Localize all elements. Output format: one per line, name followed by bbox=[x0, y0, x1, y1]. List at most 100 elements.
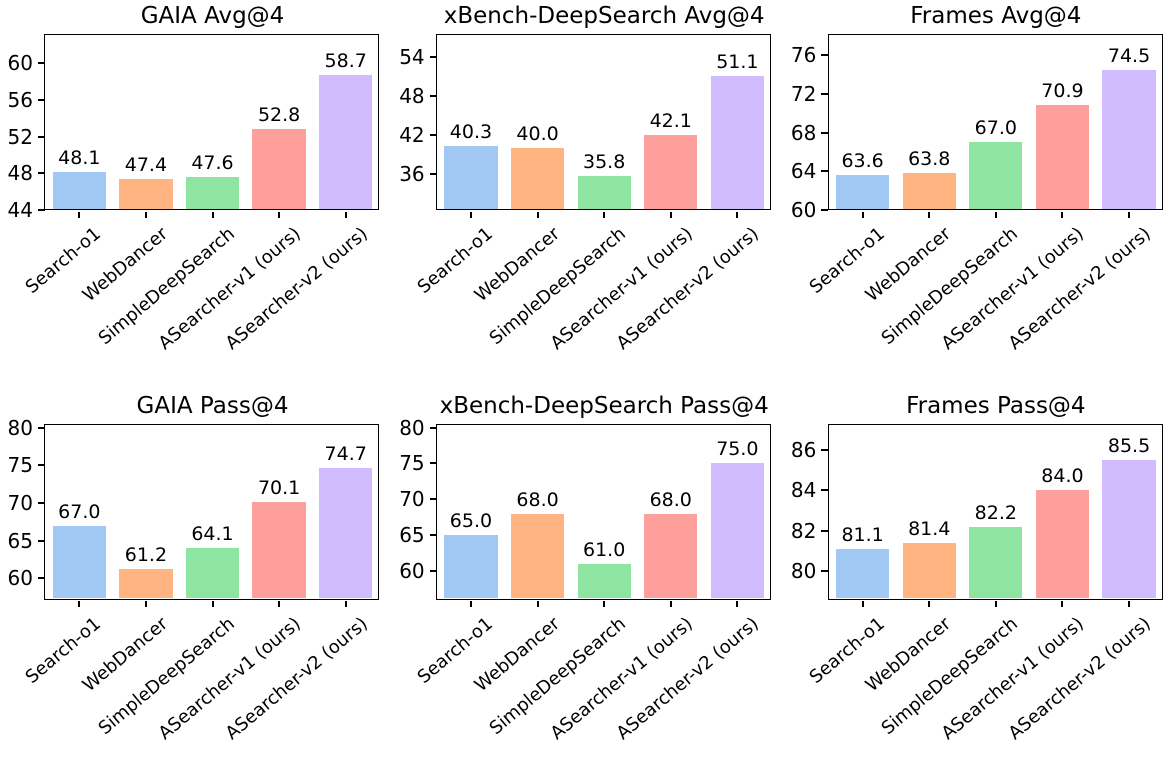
bar-asearcher-v1-ours bbox=[1035, 490, 1090, 599]
bar-value-label: 65.0 bbox=[449, 510, 493, 533]
bar-simpledeepsearch bbox=[577, 175, 631, 209]
x-tick-mark bbox=[928, 211, 931, 218]
y-tick-mark bbox=[38, 577, 45, 580]
x-tick-mark bbox=[1061, 211, 1064, 218]
y-tick-label: 80 bbox=[790, 559, 817, 584]
bar-value-label: 47.6 bbox=[191, 152, 234, 175]
bar-value-label: 70.9 bbox=[1041, 79, 1084, 102]
bar-webdancer bbox=[510, 148, 565, 209]
y-tick-mark bbox=[821, 489, 829, 492]
x-tick-mark bbox=[144, 601, 147, 607]
y-tick-label: 75 bbox=[7, 453, 33, 478]
bar-value-label: 40.3 bbox=[449, 121, 493, 144]
x-tick-mark bbox=[344, 211, 347, 218]
bar-asearcher-v2-ours bbox=[1102, 69, 1156, 209]
y-tick-label: 56 bbox=[7, 88, 33, 113]
chart-panel-xbench-deepsearch-avg-4: xBench-DeepSearch Avg@4 36 42 48 54 40.3 Searc… bbox=[392, 0, 783, 389]
y-tick-mark bbox=[429, 173, 437, 176]
x-tick-mark bbox=[211, 601, 214, 607]
bar-value-label: 67.0 bbox=[974, 117, 1017, 140]
y-tick-mark bbox=[429, 462, 437, 465]
y-tick-mark bbox=[38, 464, 45, 467]
y-tick-mark bbox=[821, 529, 829, 532]
y-tick-mark bbox=[38, 172, 45, 175]
x-tick-mark bbox=[278, 211, 281, 218]
x-tick-mark bbox=[469, 601, 472, 607]
y-tick-label: 52 bbox=[7, 124, 33, 149]
x-tick-mark bbox=[994, 601, 997, 607]
y-tick-label: 82 bbox=[790, 518, 817, 543]
y-tick-mark bbox=[38, 426, 45, 429]
y-tick-mark bbox=[38, 99, 45, 102]
y-tick-mark bbox=[821, 131, 829, 134]
bar-search-o1 bbox=[835, 548, 890, 599]
y-tick-mark bbox=[429, 534, 437, 537]
bar-webdancer bbox=[902, 542, 956, 599]
chart-panel-frames-avg-4: Frames Avg@4 60 64 68 72 76 63.6 Search-o1 63.8 W… bbox=[783, 0, 1174, 389]
bar-simpledeepsearch bbox=[969, 526, 1023, 599]
y-tick-label: 65 bbox=[7, 528, 33, 553]
y-tick-mark bbox=[429, 134, 437, 137]
bar-value-label: 84.0 bbox=[1041, 465, 1084, 488]
bar-value-label: 67.0 bbox=[58, 500, 101, 523]
chart-title: GAIA Avg@4 bbox=[140, 3, 285, 29]
x-tick-mark bbox=[536, 601, 539, 607]
y-tick-label: 84 bbox=[790, 478, 817, 503]
y-tick-mark bbox=[821, 170, 829, 173]
chart-panel-xbench-deepsearch-pass-4: xBench-DeepSearch Pass@4 60 65 70 75 80 65.0 Se… bbox=[392, 390, 783, 779]
bar-asearcher-v1-ours bbox=[252, 129, 306, 209]
bar-value-label: 51.1 bbox=[716, 51, 759, 74]
bar-asearcher-v2-ours bbox=[710, 463, 764, 599]
bar-search-o1 bbox=[835, 175, 890, 209]
x-tick-mark bbox=[1128, 601, 1131, 607]
y-tick-label: 60 bbox=[7, 51, 33, 76]
bar-value-label: 42.1 bbox=[649, 109, 692, 132]
chart-title: xBench-DeepSearch Pass@4 bbox=[439, 392, 769, 419]
x-tick-mark bbox=[78, 601, 81, 607]
bar-value-label: 64.1 bbox=[191, 522, 234, 545]
bar-value-label: 47.4 bbox=[124, 153, 168, 176]
bar-search-o1 bbox=[444, 535, 498, 599]
bar-webdancer bbox=[119, 178, 173, 209]
y-tick-label: 70 bbox=[7, 491, 33, 516]
bar-asearcher-v2-ours bbox=[319, 467, 373, 599]
bar-value-label: 82.2 bbox=[974, 501, 1017, 524]
y-tick-mark bbox=[429, 56, 437, 59]
x-tick-mark bbox=[536, 211, 539, 218]
bar-asearcher-v1-ours bbox=[252, 502, 306, 599]
x-tick-mark bbox=[144, 211, 147, 218]
bar-webdancer bbox=[902, 173, 956, 209]
x-tick-mark bbox=[669, 211, 672, 218]
bar-asearcher-v1-ours bbox=[644, 513, 698, 599]
bar-value-label: 81.4 bbox=[908, 517, 951, 540]
y-tick-label: 44 bbox=[7, 198, 33, 222]
bar-value-label: 68.0 bbox=[649, 488, 692, 511]
y-tick-mark bbox=[429, 426, 437, 429]
x-tick-mark bbox=[994, 211, 997, 218]
x-tick-mark bbox=[736, 601, 739, 607]
bar-value-label: 52.8 bbox=[257, 104, 301, 127]
x-tick-mark bbox=[603, 211, 606, 218]
chart-panel-gaia-avg-4: GAIA Avg@4 44 48 52 56 60 48.1 Search-o1 47.4 Web… bbox=[0, 0, 391, 389]
bar-value-label: 40.0 bbox=[516, 123, 559, 146]
bar-asearcher-v2-ours bbox=[1102, 459, 1156, 599]
chart-title: Frames Avg@4 bbox=[910, 3, 1082, 29]
bar-value-label: 74.5 bbox=[1107, 44, 1151, 67]
y-tick-label: 36 bbox=[399, 162, 425, 187]
bar-value-label: 74.7 bbox=[324, 442, 367, 465]
x-tick-mark bbox=[861, 211, 864, 218]
x-tick-mark bbox=[736, 211, 739, 218]
bar-value-label: 81.1 bbox=[841, 523, 884, 546]
y-tick-label: 60 bbox=[7, 566, 33, 591]
y-tick-label: 42 bbox=[399, 123, 425, 148]
x-tick-mark bbox=[1128, 211, 1131, 218]
y-tick-label: 68 bbox=[790, 120, 817, 145]
bar-search-o1 bbox=[52, 172, 106, 209]
bar-asearcher-v2-ours bbox=[710, 76, 764, 209]
x-tick-mark bbox=[1061, 601, 1064, 607]
y-tick-label: 75 bbox=[399, 451, 425, 476]
y-tick-mark bbox=[821, 209, 829, 211]
x-tick-mark bbox=[278, 601, 281, 607]
x-tick-mark bbox=[861, 601, 864, 607]
